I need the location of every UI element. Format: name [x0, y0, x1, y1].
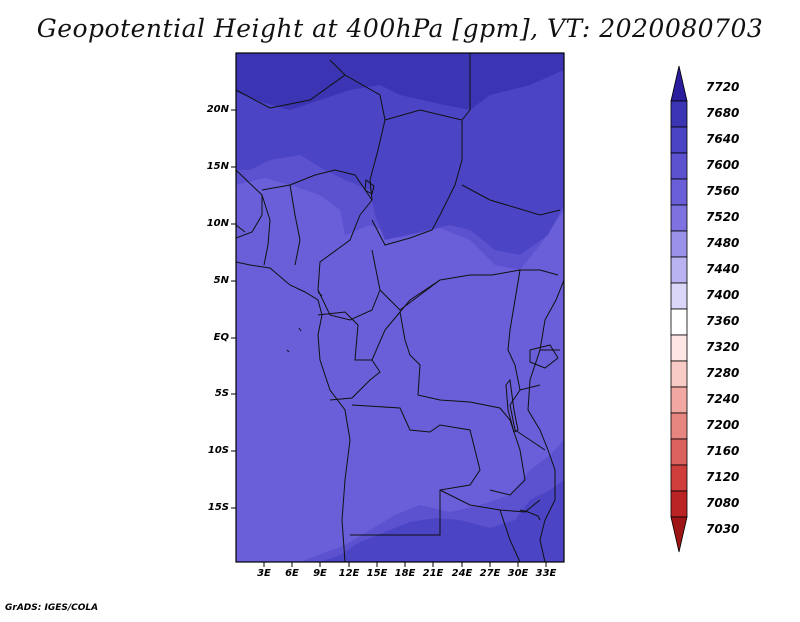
colorbar-swatch [670, 386, 688, 414]
border-nigeria [261, 169, 373, 266]
colorbar-label: 7680 [706, 106, 740, 120]
colorbar-swatch [670, 464, 688, 492]
colorbar-swatch [670, 516, 688, 553]
colorbar-label: 7080 [706, 496, 740, 510]
y-tick-label: 15S [207, 502, 229, 513]
colorbar-label: 7400 [706, 288, 740, 302]
footer-credit: GrADS: IGES/COLA [5, 603, 99, 613]
x-tick-label: 15E [366, 568, 388, 579]
colorbar-swatch [670, 204, 688, 232]
border-chad [371, 109, 463, 246]
colorbar-swatch [670, 360, 688, 388]
x-tick-label: 33E [535, 568, 557, 579]
colorbar [670, 65, 688, 553]
y-tick-label: 20N [206, 104, 229, 115]
colorbar-swatch [670, 126, 688, 154]
lake-chad [364, 179, 375, 195]
y-tick-label: EQ [213, 332, 229, 343]
colorbar-swatch [670, 65, 688, 102]
x-tick-marks [263, 562, 547, 567]
colorbar-swatch [670, 178, 688, 206]
y-tick-label: 10S [207, 445, 229, 456]
gulf-islands [286, 291, 323, 353]
fill-7640-north [236, 53, 564, 255]
colorbar-label: 7360 [706, 314, 740, 328]
colorbar-swatch [670, 100, 688, 128]
lake-victoria [529, 344, 559, 369]
colorbar-label: 7240 [706, 392, 740, 406]
country-borders [236, 53, 564, 562]
x-tick-label: 6E [285, 568, 299, 579]
y-tick-label: 5S [214, 388, 229, 399]
colorbar-label: 7320 [706, 340, 740, 354]
coastline-east [527, 279, 564, 562]
y-tick-label: 15N [206, 161, 229, 172]
fill-7680-north [236, 53, 564, 110]
border-cameroon [317, 214, 381, 321]
colorbar-label: 7280 [706, 366, 740, 380]
colorbar-label: 7120 [706, 470, 740, 484]
border-car [371, 249, 559, 311]
border-zambia [439, 489, 541, 562]
border-sudan [461, 53, 561, 216]
colorbar-label: 7030 [706, 522, 740, 536]
lake-malawi [519, 509, 541, 521]
colorbar-swatch [670, 282, 688, 310]
x-tick-label: 9E [313, 568, 327, 579]
colorbar-label: 7160 [706, 444, 740, 458]
x-tick-label: 3E [257, 568, 271, 579]
coastline-west [236, 261, 351, 562]
x-tick-label: 27E [479, 568, 501, 579]
map-frame [235, 52, 565, 563]
border-east-africa [507, 269, 560, 451]
chart-title: Geopotential Height at 400hPa [gpm], VT:… [36, 14, 764, 43]
border-angola [350, 404, 481, 536]
y-tick-marks [231, 109, 236, 509]
colorbar-label: 7440 [706, 262, 740, 276]
x-tick-label: 30E [507, 568, 529, 579]
x-tick-label: 24E [451, 568, 473, 579]
colorbar-swatch [670, 152, 688, 180]
x-tick-label: 21E [422, 568, 444, 579]
colorbar-label: 7560 [706, 184, 740, 198]
colorbar-label: 7520 [706, 210, 740, 224]
colorbar-label: 7600 [706, 158, 740, 172]
colorbar-label: 7640 [706, 132, 740, 146]
colorbar-swatch [670, 256, 688, 284]
colorbar-swatch [670, 230, 688, 258]
border-west-africa [236, 169, 271, 266]
colorbar-swatch [670, 308, 688, 336]
colorbar-swatch [670, 490, 688, 518]
colorbar-swatch [670, 438, 688, 466]
x-tick-label: 18E [394, 568, 416, 579]
fill-7640-south [320, 480, 564, 562]
colorbar-label: 7720 [706, 80, 740, 94]
colorbar-label: 7480 [706, 236, 740, 250]
colorbar-label: 7200 [706, 418, 740, 432]
contour-fills [236, 53, 564, 562]
lake-tanganyika [505, 378, 519, 433]
colorbar-swatch [670, 412, 688, 440]
y-tick-label: 5N [213, 275, 229, 286]
y-tick-label: 10N [206, 218, 229, 229]
x-tick-label: 12E [338, 568, 360, 579]
border-drc [329, 311, 526, 496]
colorbar-swatch [670, 334, 688, 362]
